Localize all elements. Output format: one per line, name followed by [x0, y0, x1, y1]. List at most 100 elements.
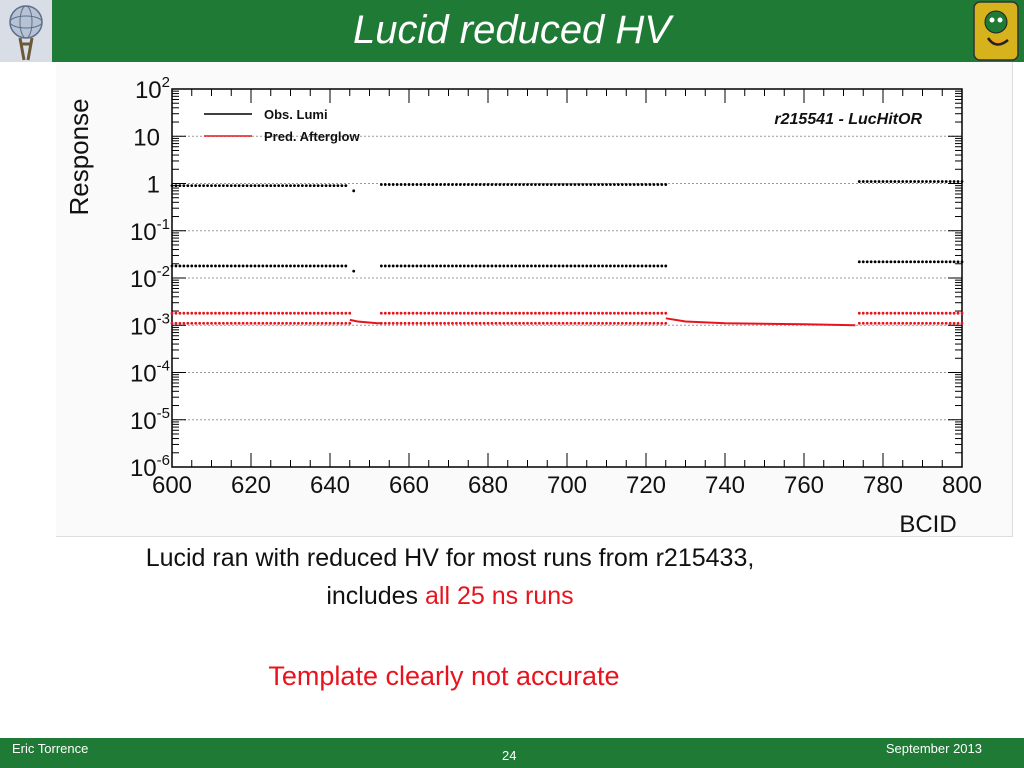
- data-point: [470, 321, 474, 325]
- data-point: [474, 183, 478, 186]
- data-point: [514, 264, 518, 268]
- data-point: [218, 264, 221, 268]
- data-point: [565, 321, 569, 325]
- data-point: [407, 311, 411, 315]
- data-point: [289, 264, 292, 268]
- data-point: [257, 321, 261, 325]
- data-point: [415, 311, 419, 315]
- data-point: [229, 264, 233, 268]
- x-tick-label: 620: [231, 472, 271, 499]
- data-point: [660, 311, 664, 315]
- data-point: [889, 321, 893, 325]
- data-point: [300, 311, 304, 315]
- data-point: [221, 321, 225, 325]
- data-point: [423, 311, 427, 315]
- data-points: [170, 180, 964, 327]
- data-point: [534, 321, 537, 325]
- duck-logo: [972, 0, 1024, 62]
- data-point: [632, 321, 636, 325]
- data-point: [451, 321, 454, 325]
- data-point: [490, 264, 494, 268]
- data-point: [383, 311, 387, 315]
- data-point: [605, 264, 608, 268]
- data-point: [229, 184, 233, 188]
- data-point: [210, 184, 213, 188]
- data-point: [403, 183, 407, 186]
- data-point: [340, 321, 344, 325]
- data-point: [391, 311, 395, 315]
- data-point: [885, 260, 889, 264]
- data-point: [411, 264, 415, 268]
- data-point: [502, 183, 506, 186]
- data-point: [869, 311, 873, 315]
- data-point: [182, 311, 186, 315]
- data-point: [170, 311, 174, 315]
- response-vs-bcid-chart: 600 620 640 660 680 700 720 740 760 780 800 10-610…: [64, 74, 982, 536]
- data-point: [569, 183, 573, 186]
- data-point: [526, 311, 529, 315]
- y-tick-label: 10-5: [130, 405, 170, 435]
- data-point: [285, 184, 288, 188]
- data-point: [537, 311, 541, 315]
- data-point: [387, 321, 391, 325]
- data-point: [921, 311, 924, 315]
- data-point: [541, 311, 545, 315]
- data-point: [585, 183, 589, 186]
- series-0: [170, 180, 964, 273]
- data-point: [249, 184, 253, 188]
- data-point: [225, 184, 229, 188]
- data-point: [186, 321, 190, 325]
- data-point: [921, 260, 924, 264]
- data-point: [597, 311, 600, 315]
- data-point: [644, 321, 648, 325]
- data-point: [865, 180, 869, 183]
- data-point: [510, 311, 514, 315]
- data-point: [486, 311, 490, 315]
- data-point: [273, 264, 277, 268]
- data-point: [423, 321, 427, 325]
- data-point: [336, 184, 340, 188]
- data-point: [328, 311, 332, 315]
- data-point: [253, 311, 257, 315]
- data-point: [237, 184, 241, 188]
- data-point: [225, 321, 229, 325]
- data-point: [624, 183, 628, 186]
- data-point: [640, 321, 644, 325]
- data-point: [897, 311, 901, 315]
- data-point: [391, 264, 395, 268]
- y-tick-label: 10-1: [130, 216, 170, 246]
- data-point: [245, 321, 249, 325]
- data-point: [300, 321, 304, 325]
- data-point: [561, 311, 565, 315]
- data-point: [952, 260, 956, 264]
- data-point: [514, 183, 518, 186]
- data-point: [202, 184, 206, 188]
- data-point: [952, 311, 956, 315]
- data-point: [648, 183, 652, 186]
- data-point: [443, 311, 446, 315]
- data-point: [932, 311, 936, 315]
- data-point: [948, 260, 952, 264]
- data-point: [328, 184, 332, 188]
- data-point: [419, 321, 423, 325]
- data-point: [443, 183, 446, 186]
- data-point: [277, 311, 281, 315]
- data-point: [174, 311, 178, 315]
- data-point: [869, 321, 873, 325]
- data-point: [905, 311, 909, 315]
- data-point: [411, 311, 415, 315]
- data-point: [936, 311, 940, 315]
- data-point: [253, 321, 257, 325]
- x-tick-label: 640: [310, 472, 350, 499]
- data-point: [474, 311, 478, 315]
- data-point: [241, 264, 245, 268]
- data-point: [881, 311, 885, 315]
- data-point: [332, 184, 336, 188]
- x-tick-labels: 600 620 640 660 680 700 720 740 760 780 800: [152, 472, 982, 499]
- data-point: [308, 184, 312, 188]
- data-point: [281, 184, 284, 188]
- data-point: [873, 180, 877, 183]
- data-point: [581, 311, 585, 315]
- data-point: [229, 321, 233, 325]
- data-point: [648, 321, 652, 325]
